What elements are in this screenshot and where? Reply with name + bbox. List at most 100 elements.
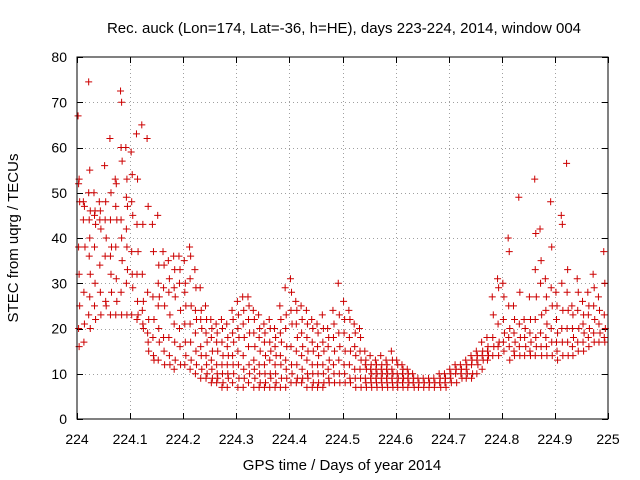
data-point-marker [462, 365, 470, 373]
data-point-marker [304, 374, 312, 382]
data-point-marker [309, 347, 317, 355]
data-point-marker [191, 266, 199, 274]
data-point-marker [500, 347, 508, 355]
data-point-marker [271, 343, 279, 351]
data-point-marker [196, 284, 204, 292]
data-point-marker [218, 325, 226, 332]
data-point-marker [223, 361, 231, 369]
data-point-marker [293, 361, 301, 369]
data-point-marker [590, 302, 598, 310]
data-point-marker [591, 315, 599, 323]
data-point-marker [356, 365, 364, 373]
data-point-marker [81, 243, 89, 251]
data-point-marker [101, 162, 109, 170]
data-point-marker [478, 338, 486, 346]
data-point-marker [564, 266, 572, 274]
data-point-marker [483, 356, 491, 364]
data-point-marker [267, 347, 275, 355]
data-point-marker [574, 306, 582, 314]
data-point-marker [440, 370, 448, 378]
data-point-marker [118, 257, 126, 265]
data-point-marker [563, 159, 571, 167]
data-point-marker [108, 288, 116, 296]
x-tick-label: 224.4 [272, 431, 307, 447]
data-point-marker [260, 361, 268, 369]
x-tick-label: 224.7 [431, 431, 466, 447]
data-point-marker [388, 365, 396, 373]
data-point-marker [601, 338, 609, 346]
data-point-marker [122, 225, 130, 233]
data-point-marker [430, 383, 438, 391]
data-point-marker [383, 361, 391, 369]
data-point-marker [202, 329, 210, 337]
x-tick-label: 224.5 [325, 431, 360, 447]
data-point-marker [318, 311, 326, 319]
data-point-marker [499, 338, 507, 346]
data-point-marker [504, 234, 512, 242]
data-point-marker [537, 279, 545, 287]
data-point-marker [478, 352, 486, 360]
data-point-marker [112, 180, 120, 188]
data-point-marker [256, 347, 264, 355]
y-tick-label: 40 [51, 230, 67, 246]
data-point-marker [229, 352, 237, 360]
data-point-marker [302, 306, 310, 314]
data-point-marker [92, 220, 100, 228]
x-axis-title: GPS time / Days of year 2014 [243, 457, 441, 474]
y-tick-label: 0 [59, 411, 67, 427]
data-point-marker [355, 325, 363, 332]
data-point-marker [600, 248, 608, 256]
data-point-marker [552, 315, 560, 323]
data-point-marker [250, 356, 258, 364]
data-point-marker [160, 347, 168, 355]
data-point-marker [240, 334, 248, 342]
data-point-marker [282, 365, 290, 373]
data-point-marker [245, 361, 253, 369]
data-point-marker [272, 379, 280, 387]
data-point-marker [159, 248, 167, 256]
data-point-marker [129, 211, 137, 219]
data-point-marker [276, 352, 284, 360]
data-point-marker [96, 288, 104, 296]
data-point-marker [180, 257, 188, 265]
data-point-marker [192, 347, 200, 355]
data-point-marker [175, 252, 183, 260]
data-point-marker [557, 211, 565, 219]
data-point-marker [198, 325, 206, 332]
data-point-marker [494, 320, 502, 328]
data-point-marker [334, 279, 342, 287]
data-point-marker [287, 306, 295, 314]
data-point-marker [276, 302, 284, 310]
data-point-marker [181, 279, 189, 287]
data-point-marker [165, 275, 173, 283]
data-point-marker [80, 288, 88, 296]
data-point-marker [96, 207, 104, 215]
data-point-marker [351, 343, 359, 351]
data-point-marker [198, 365, 206, 373]
data-point-marker [207, 334, 215, 342]
data-point-marker [553, 347, 561, 355]
data-point-marker [160, 261, 168, 269]
data-point-marker [548, 352, 556, 360]
data-point-marker [585, 325, 593, 332]
data-point-marker [500, 329, 508, 337]
data-point-marker [207, 315, 215, 323]
data-point-marker [197, 315, 205, 323]
data-point-marker [240, 365, 248, 373]
data-points [74, 78, 609, 391]
x-tick-labels: 224 224.1 224.2 224.3 224.4 224.5 224.6 224.7 22… [65, 431, 620, 447]
data-point-marker [531, 266, 539, 274]
data-point-marker [516, 288, 524, 296]
data-point-marker [404, 374, 412, 382]
data-point-marker [139, 297, 147, 305]
data-point-marker [315, 352, 323, 360]
data-point-marker [584, 311, 592, 319]
data-point-marker [246, 370, 254, 378]
data-point-marker [580, 329, 588, 337]
data-point-marker [245, 343, 253, 351]
data-point-marker [239, 383, 247, 391]
data-point-marker [244, 293, 252, 301]
data-point-marker [111, 175, 119, 183]
data-point-marker [187, 338, 195, 346]
data-point-marker [288, 370, 296, 378]
